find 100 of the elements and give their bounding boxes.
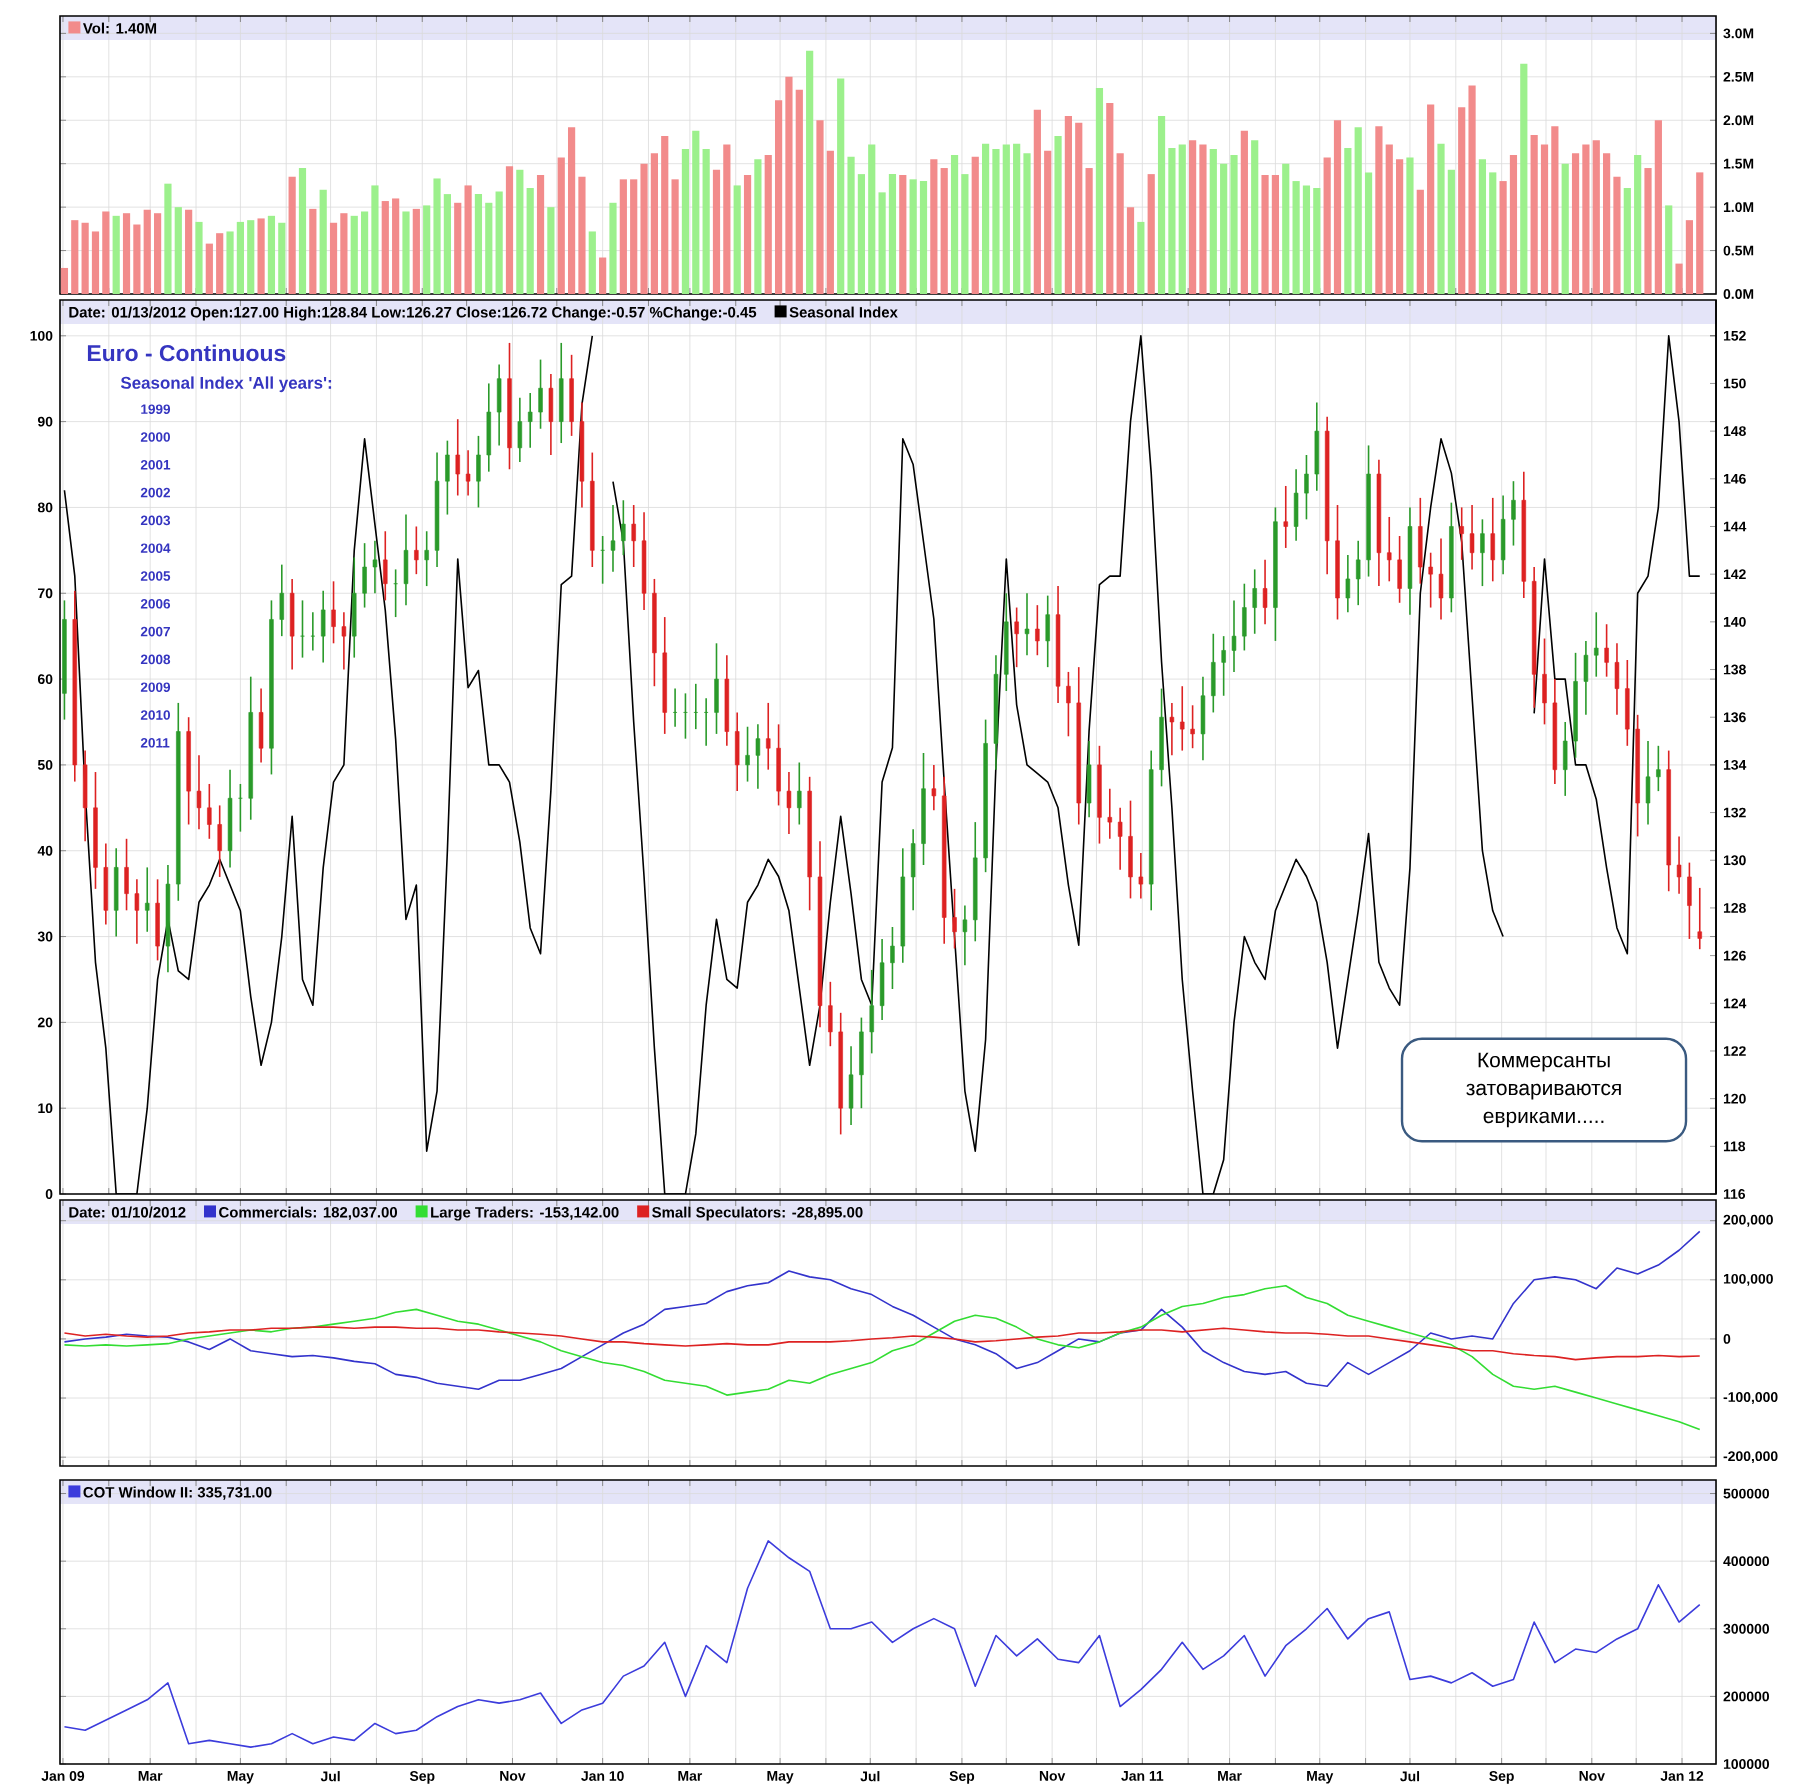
candlestick (1428, 551, 1433, 609)
bar (1406, 157, 1414, 295)
candlestick (1490, 497, 1495, 583)
candlestick (1676, 835, 1682, 895)
candlestick (569, 354, 574, 437)
candlestick (1355, 539, 1361, 606)
bar (309, 208, 317, 295)
candlestick (331, 580, 336, 645)
candlestick (745, 725, 750, 783)
candlestick (1645, 740, 1651, 826)
bar (1095, 88, 1104, 295)
candlestick (714, 642, 719, 735)
candlestick (352, 556, 357, 659)
annotation: Euro - Continuous (87, 344, 286, 362)
candlestick (207, 783, 212, 840)
candlestick (1583, 640, 1589, 716)
bar (112, 215, 120, 295)
candlestick (548, 373, 554, 456)
candlestick (1438, 537, 1444, 621)
candlestick (1107, 787, 1113, 840)
bar (599, 257, 607, 295)
candlestick (279, 563, 285, 637)
bar (702, 148, 710, 295)
bar (940, 168, 948, 295)
candlestick (1128, 799, 1133, 900)
candlestick (1604, 623, 1609, 678)
candlestick (1045, 594, 1050, 668)
candlestick (538, 358, 543, 430)
bar (257, 218, 265, 295)
candlestick (1180, 685, 1185, 752)
bar (412, 208, 420, 295)
candlestick (445, 439, 450, 516)
candlestick (486, 382, 492, 473)
candlestick (828, 981, 833, 1047)
bar (516, 169, 524, 295)
bar (402, 211, 410, 295)
bar (1054, 135, 1062, 295)
bar (1561, 163, 1569, 295)
bar (899, 174, 907, 295)
candlestick (1594, 611, 1599, 678)
bar (971, 156, 979, 295)
candlestick (766, 702, 771, 771)
candlestick (631, 504, 636, 568)
candlestick (869, 969, 874, 1055)
candlestick (113, 847, 119, 938)
bar (319, 189, 327, 295)
bar (588, 231, 596, 295)
candlestick (1293, 468, 1299, 542)
candlestick (1511, 480, 1516, 547)
candlestick (1656, 745, 1661, 792)
bar (505, 166, 514, 295)
candlestick (1200, 675, 1206, 761)
bar (526, 188, 534, 295)
candlestick (341, 611, 347, 671)
bar (185, 209, 193, 295)
annotation: Коммерсанты затовариваются евриками..... (1466, 1052, 1621, 1128)
candlestick (289, 578, 295, 671)
candlestick (1117, 807, 1123, 871)
bar (495, 191, 503, 295)
candlestick (82, 749, 88, 842)
bar (536, 174, 545, 295)
candlestick (517, 396, 523, 463)
bar (1240, 130, 1248, 295)
candlestick (1024, 592, 1030, 657)
annotation: Seasonal Index 'All years': (120, 376, 332, 393)
candlestick (879, 938, 885, 1021)
candlestick (1697, 887, 1702, 950)
bar (288, 176, 296, 295)
candlestick (1221, 635, 1226, 697)
candlestick (859, 1016, 864, 1109)
candlestick (776, 723, 781, 807)
candlestick (527, 392, 533, 449)
candlestick (414, 525, 419, 575)
candlestick (848, 1045, 854, 1126)
bar (733, 185, 741, 295)
bar (1282, 163, 1290, 295)
bar (930, 159, 938, 295)
candlestick (134, 878, 140, 945)
candlestick (1231, 599, 1237, 673)
candlestick (424, 530, 429, 587)
bar (1520, 63, 1528, 295)
candlestick (196, 754, 202, 831)
candlestick (1418, 497, 1423, 585)
candlestick (145, 866, 150, 933)
candlestick (797, 761, 802, 826)
candlestick (1138, 852, 1144, 900)
candlestick (1211, 632, 1216, 714)
candlestick (621, 499, 626, 556)
candlestick (1262, 559, 1268, 626)
candlestick (1480, 518, 1485, 587)
candlestick (1252, 568, 1257, 635)
candlestick (1314, 401, 1320, 492)
candlestick (1614, 642, 1620, 716)
bar (806, 50, 814, 295)
bar (1106, 102, 1114, 295)
candlestick (1086, 740, 1092, 819)
candlestick (455, 418, 460, 497)
candlestick (1459, 506, 1464, 561)
bar (195, 221, 203, 295)
candlestick (155, 878, 160, 962)
